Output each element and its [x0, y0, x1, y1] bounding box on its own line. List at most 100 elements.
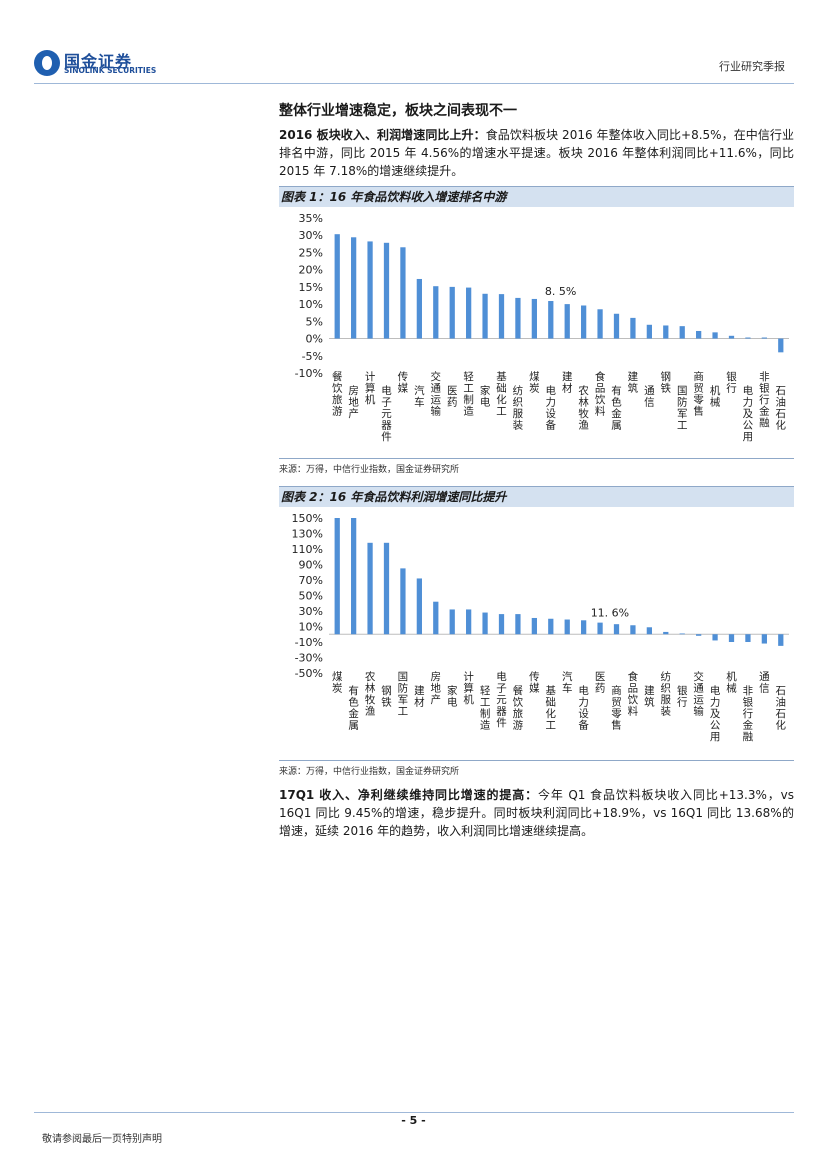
category-label: 煤炭 [529, 370, 540, 395]
bar-商贸零售 [613, 624, 620, 635]
y-tick-label: -5% [302, 350, 323, 363]
category-label: 餐饮旅游 [513, 684, 524, 732]
bar-有色金属 [351, 518, 357, 635]
y-tick-label: 10% [299, 298, 323, 311]
bar-轻工制造 [482, 612, 488, 635]
bar-食品饮料 [597, 309, 603, 339]
category-label: 传媒 [398, 371, 409, 395]
y-tick-label: 150% [292, 512, 323, 525]
bar-汽车 [416, 278, 422, 339]
bar-基础化工 [548, 618, 554, 635]
bar-纺织服装 [515, 297, 521, 339]
category-label: 通信 [644, 385, 655, 409]
bar-银行 [728, 335, 735, 339]
y-tick-label: 20% [299, 264, 323, 277]
bar-汽车 [564, 619, 570, 635]
bar-餐饮旅游 [515, 614, 521, 635]
category-label: 计算机 [463, 670, 474, 706]
y-tick-label: 25% [299, 246, 323, 259]
bar-通信 [761, 634, 767, 644]
bar-钢铁 [663, 325, 669, 339]
bar-房地产 [433, 601, 439, 635]
bar-机械 [712, 332, 718, 339]
y-tick-label: 30% [299, 229, 323, 242]
paragraph-2016-body: 食品饮料板块 2016 年整体收入同比+8.5%，在中信行业排名中游，同比 20… [279, 128, 795, 178]
bar-计算机 [466, 609, 472, 635]
category-label: 餐饮旅游 [332, 370, 343, 418]
bar-计算机 [367, 241, 373, 339]
category-label: 基础化工 [496, 370, 507, 418]
y-tick-label: 50% [299, 590, 323, 603]
category-label: 通信 [759, 671, 770, 695]
bar-农林牧渔 [581, 305, 587, 339]
bar-石油石化 [778, 634, 784, 646]
logo-icon [34, 50, 60, 76]
bar-交通运输 [696, 634, 702, 636]
bar-家电 [449, 609, 455, 635]
paragraph-2016-lead: 2016 板块收入、利润增速同比上升： [279, 128, 486, 142]
paragraph-2016: 2016 板块收入、利润增速同比上升：食品饮料板块 2016 年整体收入同比+8… [279, 126, 794, 180]
category-label: 电子元器件 [381, 384, 392, 443]
bar-建材 [416, 578, 422, 635]
category-label: 电子元器件 [496, 670, 507, 729]
bar-餐饮旅游 [334, 234, 340, 339]
paragraph-17q1-lead: 17Q1 收入、净利继续维持同比增速的提高： [279, 788, 538, 802]
bar-传媒 [531, 617, 537, 635]
y-tick-label: 130% [292, 528, 323, 541]
category-label: 电力及公用 [710, 684, 721, 743]
category-label: 银行 [726, 370, 737, 395]
category-label: 国防军工 [398, 671, 409, 718]
category-label: 电力及公用 [743, 384, 754, 443]
figure1-source: 来源：万得，中信行业指数，国金证券研究所 [279, 458, 794, 475]
category-label: 建筑 [628, 370, 639, 395]
category-label: 农林牧渔 [578, 384, 589, 432]
bar-煤炭 [334, 518, 340, 635]
category-label: 钢铁 [381, 684, 392, 709]
category-label: 计算机 [365, 370, 376, 406]
paragraph-17q1-body: 今年 Q1 食品饮料板块收入同比+13.3%，vs 16Q1 同比 9.45%的… [279, 788, 794, 838]
category-label: 纺织服装 [661, 670, 672, 718]
category-label: 房地产 [431, 670, 442, 706]
category-label: 国防军工 [677, 385, 688, 432]
bar-房地产 [351, 237, 357, 339]
bar-通信 [646, 324, 652, 339]
bar-家电 [482, 293, 488, 339]
bar-基础化工 [498, 294, 505, 339]
category-label: 机械 [726, 670, 737, 695]
category-label: 医药 [447, 385, 458, 409]
bar-建筑 [646, 627, 652, 635]
bar-医药 [449, 286, 455, 339]
category-label: 电力设备 [546, 384, 557, 432]
report-type: 行业研究季报 [719, 60, 785, 73]
bar-电力及公用 [745, 337, 751, 339]
y-tick-label: 0% [306, 333, 323, 346]
y-tick-label: 35% [299, 212, 323, 225]
category-label: 食品饮料 [628, 670, 639, 718]
category-label: 轻工制造 [480, 684, 491, 732]
category-label: 基础化工 [546, 684, 557, 732]
category-label: 食品饮料 [595, 370, 606, 418]
bar-电力设备 [581, 620, 587, 635]
category-label: 交通运输 [431, 370, 442, 418]
category-label: 房地产 [348, 384, 359, 420]
logo-cn: 国金证券 [64, 52, 133, 71]
category-label: 纺织服装 [513, 384, 524, 432]
y-tick-label: 30% [299, 605, 323, 618]
bar-纺织服装 [663, 631, 669, 635]
category-label: 非银行金融 [759, 371, 770, 429]
bar-石油石化 [778, 338, 784, 353]
category-label: 机械 [710, 384, 721, 409]
y-tick-label: 70% [299, 574, 323, 587]
bar-非银行金融 [745, 634, 751, 642]
category-label: 钢铁 [661, 370, 672, 395]
category-label: 商贸零售 [611, 684, 622, 732]
bar-电力设备 [548, 301, 554, 339]
paragraph-17q1: 17Q1 收入、净利继续维持同比增速的提高：今年 Q1 食品饮料板块收入同比+1… [279, 786, 794, 840]
bar-钢铁 [383, 542, 390, 635]
category-label: 煤炭 [332, 670, 343, 695]
bar-传媒 [400, 247, 406, 339]
data-label: 11. 6% [591, 607, 629, 620]
bar-商贸零售 [696, 330, 702, 339]
y-tick-label: -10% [295, 367, 323, 380]
y-tick-label: -30% [295, 652, 323, 665]
